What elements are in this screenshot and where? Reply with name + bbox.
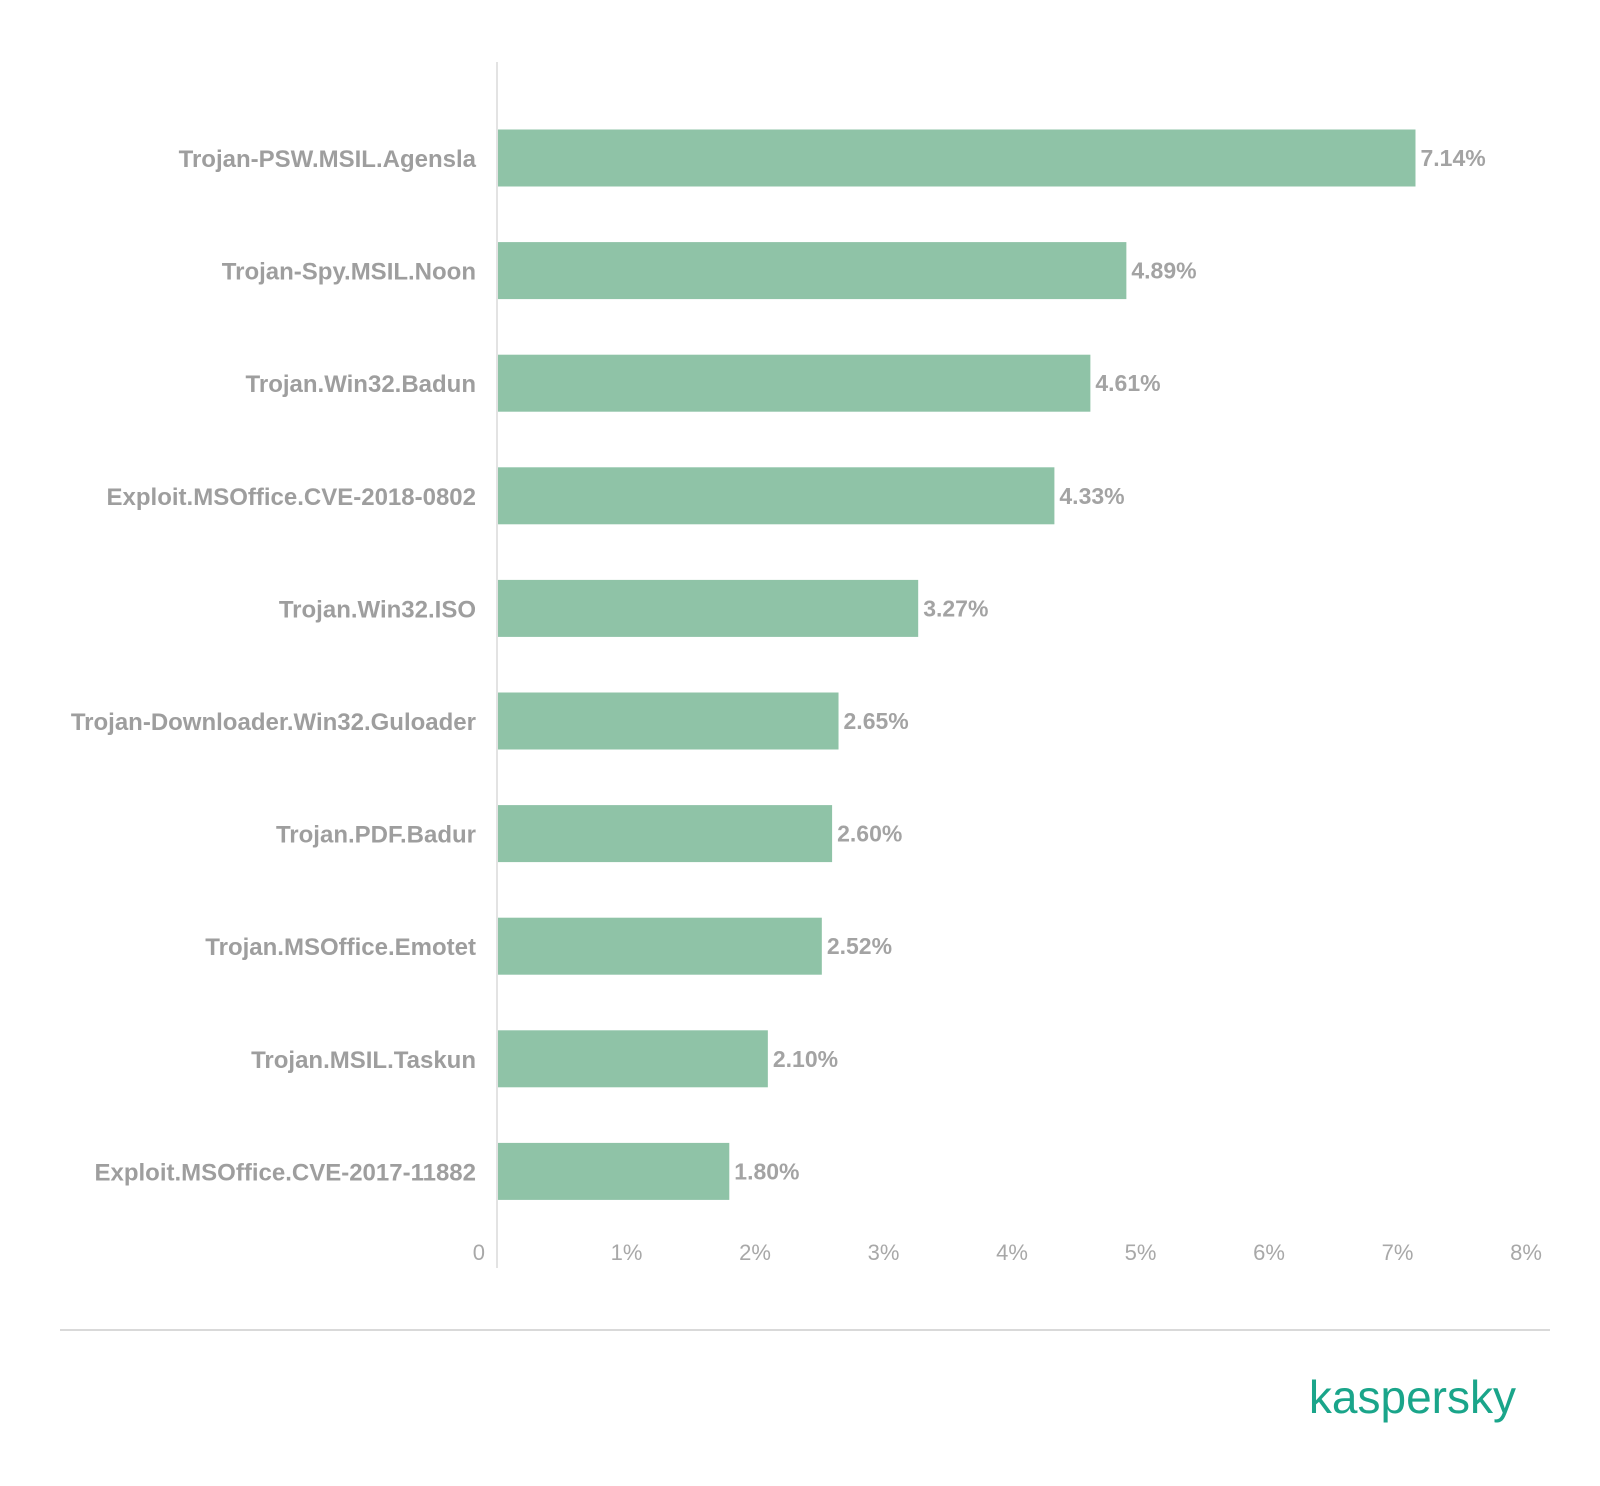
bar bbox=[498, 805, 833, 863]
x-tick-label: 8% bbox=[1510, 1240, 1542, 1265]
x-tick-label: 2% bbox=[739, 1240, 771, 1265]
x-tick-label: 0 bbox=[473, 1240, 485, 1265]
bar bbox=[498, 917, 822, 975]
x-tick-label: 4% bbox=[996, 1240, 1028, 1265]
category-label: Exploit.MSOffice.CVE-2018-0802 bbox=[107, 484, 476, 511]
category-label: Trojan.Win32.Badun bbox=[246, 371, 476, 398]
bar bbox=[498, 129, 1416, 187]
footer-divider bbox=[60, 1329, 1550, 1331]
value-label: 3.27% bbox=[923, 595, 988, 621]
bar bbox=[498, 1030, 768, 1088]
value-label: 1.80% bbox=[734, 1158, 799, 1184]
value-label: 4.61% bbox=[1095, 370, 1160, 396]
category-label: Trojan.MSOffice.Emotet bbox=[205, 934, 476, 961]
value-label: 7.14% bbox=[1420, 145, 1485, 171]
x-tick-label: 6% bbox=[1253, 1240, 1285, 1265]
value-label: 2.52% bbox=[827, 933, 892, 959]
bar bbox=[498, 242, 1127, 300]
bar bbox=[498, 579, 919, 637]
bar bbox=[498, 467, 1055, 525]
value-label: 2.10% bbox=[773, 1046, 838, 1072]
x-tick-label: 7% bbox=[1382, 1240, 1414, 1265]
category-label: Trojan-Downloader.Win32.Guloader bbox=[71, 709, 476, 736]
x-tick-label: 1% bbox=[611, 1240, 643, 1265]
bar bbox=[498, 1142, 730, 1200]
value-label: 2.60% bbox=[837, 821, 902, 847]
x-tick-label: 5% bbox=[1125, 1240, 1157, 1265]
category-label: Trojan-PSW.MSIL.Agensla bbox=[179, 146, 477, 173]
category-label: Trojan.Win32.ISO bbox=[279, 596, 476, 623]
category-label: Exploit.MSOffice.CVE-2017-11882 bbox=[95, 1159, 477, 1186]
bar-chart: Trojan-PSW.MSIL.Agensla 7.14% Trojan-Spy.M… bbox=[71, 62, 1542, 1268]
x-tick-label: 3% bbox=[868, 1240, 900, 1265]
category-label: Trojan-Spy.MSIL.Noon bbox=[222, 259, 476, 286]
value-label: 4.89% bbox=[1131, 258, 1196, 284]
bar bbox=[498, 354, 1091, 412]
kaspersky-logo: kaspersky bbox=[1308, 1371, 1516, 1423]
category-label: Trojan.PDF.Badur bbox=[276, 822, 476, 849]
value-label: 4.33% bbox=[1059, 483, 1124, 509]
category-label: Trojan.MSIL.Taskun bbox=[251, 1047, 476, 1074]
value-label: 2.65% bbox=[844, 708, 909, 734]
bar bbox=[498, 692, 839, 750]
